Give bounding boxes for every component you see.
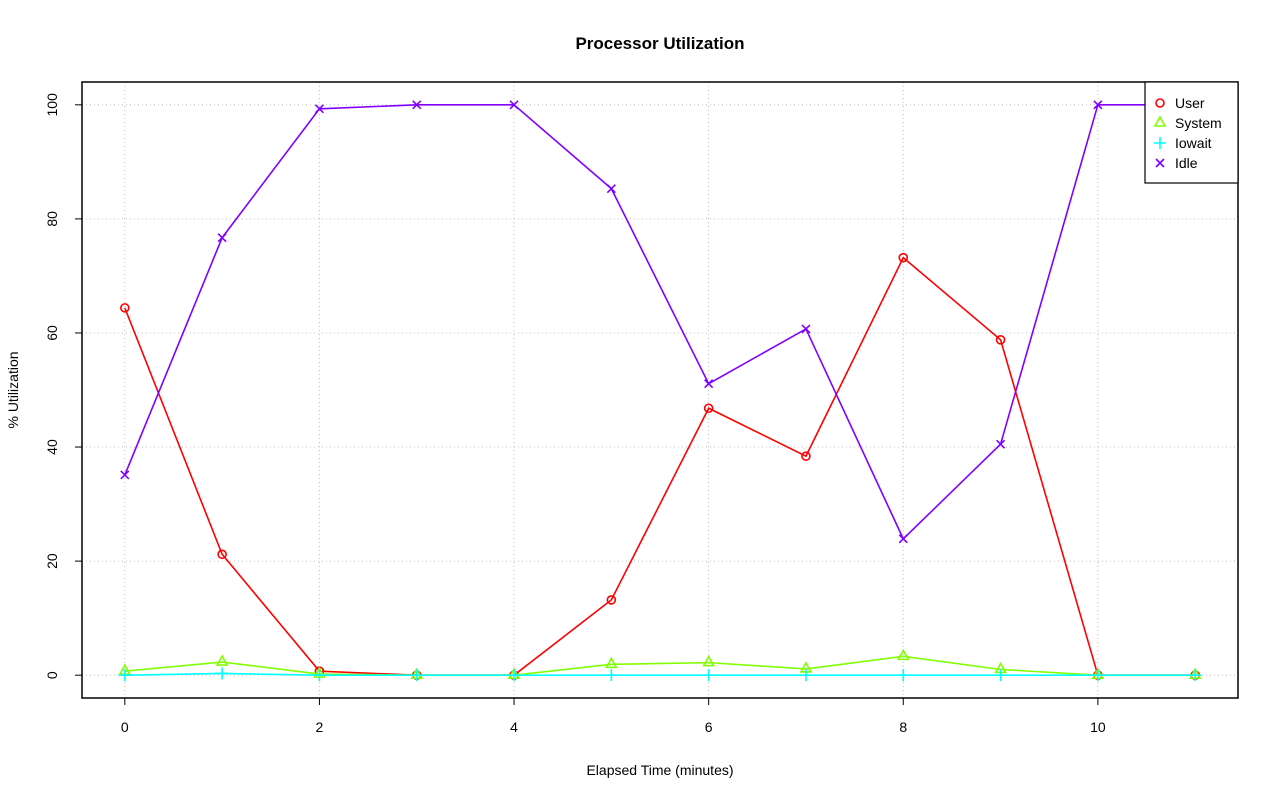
legend-label-user: User xyxy=(1175,95,1205,111)
data-point-idle xyxy=(509,100,519,110)
legend-label-system: System xyxy=(1175,115,1222,131)
data-point-iowait xyxy=(994,669,1007,682)
data-point-system xyxy=(896,648,910,661)
data-point-idle xyxy=(314,104,324,114)
data-point-idle xyxy=(606,184,616,194)
data-point-user xyxy=(120,303,130,313)
data-point-idle xyxy=(120,470,130,480)
data-point-iowait xyxy=(1189,669,1202,682)
series-line-user xyxy=(124,256,1196,676)
data-point-user xyxy=(703,403,714,414)
series-group xyxy=(118,100,1202,682)
data-point-iowait xyxy=(216,667,229,680)
data-point-user xyxy=(898,252,909,263)
data-point-user xyxy=(801,451,811,461)
legend-marker-iowait xyxy=(1154,137,1166,149)
data-point-idle xyxy=(898,534,908,544)
legend-marker-system xyxy=(1153,115,1167,127)
data-point-iowait xyxy=(897,669,910,682)
legend-label-iowait: Iowait xyxy=(1175,135,1212,151)
plot-frame xyxy=(81,81,1239,699)
x-tick-label: 6 xyxy=(705,719,713,735)
series-line-system xyxy=(124,655,1196,676)
x-tick-label: 10 xyxy=(1090,719,1106,735)
data-point-system xyxy=(215,654,229,666)
y-tick-label: 0 xyxy=(44,671,60,679)
y-tick-label: 100 xyxy=(44,93,60,117)
data-point-system xyxy=(604,656,618,669)
data-point-idle xyxy=(996,439,1006,449)
x-tick-label: 2 xyxy=(316,719,324,735)
data-point-iowait xyxy=(1091,669,1104,682)
y-tick-label: 80 xyxy=(44,211,60,227)
data-point-idle xyxy=(801,324,811,334)
data-point-iowait xyxy=(508,669,521,682)
data-point-idle xyxy=(217,233,227,243)
data-point-user xyxy=(995,335,1006,345)
legend-marker-user xyxy=(1155,98,1165,108)
y-tick-label: 20 xyxy=(44,553,60,569)
data-point-idle xyxy=(704,379,714,389)
data-point-idle xyxy=(412,100,422,110)
data-point-user xyxy=(606,595,617,605)
series-line-idle xyxy=(124,104,1196,541)
data-point-system xyxy=(702,654,716,667)
y-tick-label: 40 xyxy=(44,439,60,455)
chart-title: Processor Utilization xyxy=(575,34,744,53)
y-axis-label: % Utilization xyxy=(5,351,21,428)
legend-marker-idle xyxy=(1155,158,1165,168)
y-tick-label: 60 xyxy=(44,325,60,341)
data-point-iowait xyxy=(605,669,618,682)
data-point-idle xyxy=(1093,100,1103,110)
x-tick-label: 0 xyxy=(121,719,129,735)
legend-label-idle: Idle xyxy=(1175,155,1198,171)
data-point-iowait xyxy=(118,669,131,682)
x-axis-label: Elapsed Time (minutes) xyxy=(586,762,733,778)
grid xyxy=(82,82,1238,698)
legend: User System Iowait Idle xyxy=(1144,81,1239,184)
data-point-user xyxy=(217,549,227,560)
x-tick-label: 4 xyxy=(510,719,518,735)
x-tick-label: 8 xyxy=(899,719,907,735)
data-point-iowait xyxy=(410,669,423,682)
data-point-iowait xyxy=(702,669,715,682)
data-point-iowait xyxy=(799,669,812,682)
data-point-iowait xyxy=(313,669,326,682)
series-line-iowait xyxy=(124,672,1196,676)
